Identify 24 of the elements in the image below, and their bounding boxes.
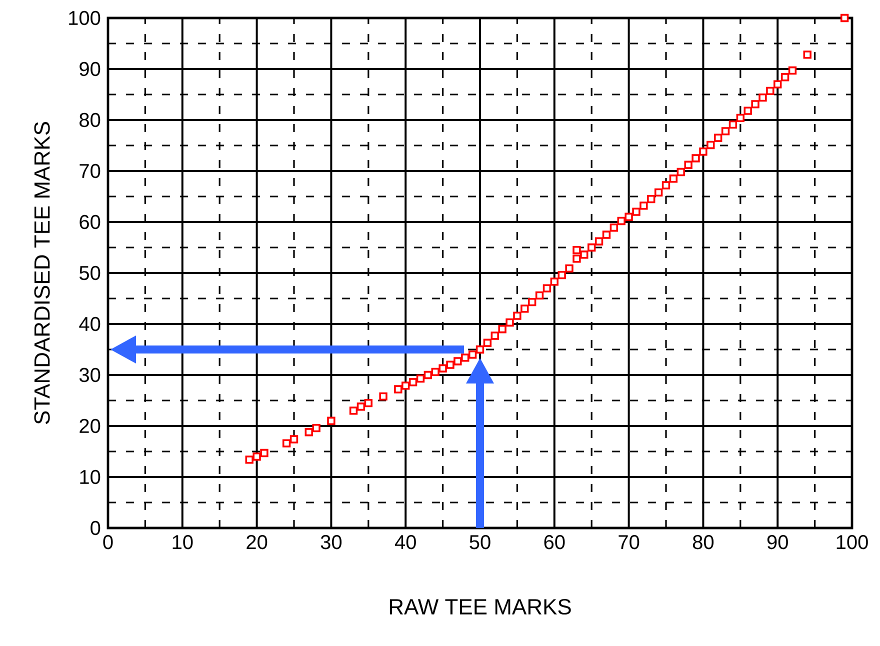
x-tick-label: 90 — [767, 535, 788, 550]
y-tick-label: 20 — [80, 418, 100, 434]
x-tick-label: 100 — [836, 535, 868, 550]
x-tick-label: 80 — [692, 535, 714, 550]
y-tick-label: 60 — [80, 214, 100, 230]
x-tick-label: 20 — [246, 535, 268, 550]
x-tick-label: 30 — [320, 535, 342, 550]
y-tick-label: 50 — [80, 266, 100, 280]
y-tick-label: 90 — [80, 62, 100, 76]
y-axis-title: STANDARDISED TEE MARKS — [34, 122, 50, 424]
x-tick-label: 40 — [394, 535, 416, 550]
y-tick-label: 70 — [80, 164, 100, 178]
y-tick-label: 100 — [69, 10, 100, 26]
y-tick-label: 10 — [80, 470, 100, 484]
x-tick-label: 60 — [544, 535, 565, 550]
y-tick-label: 30 — [79, 368, 100, 382]
y-tick-label: 80 — [80, 112, 100, 128]
x-tick-label: 0 — [103, 535, 113, 550]
x-tick-label: 50 — [470, 535, 490, 550]
x-tick-label: 70 — [618, 535, 640, 550]
y-tick-label: 40 — [79, 316, 100, 332]
y-tick-label: 0 — [90, 520, 100, 536]
x-tick-label: 10 — [172, 535, 193, 550]
x-axis-title: RAW TEE MARKS — [390, 598, 571, 615]
